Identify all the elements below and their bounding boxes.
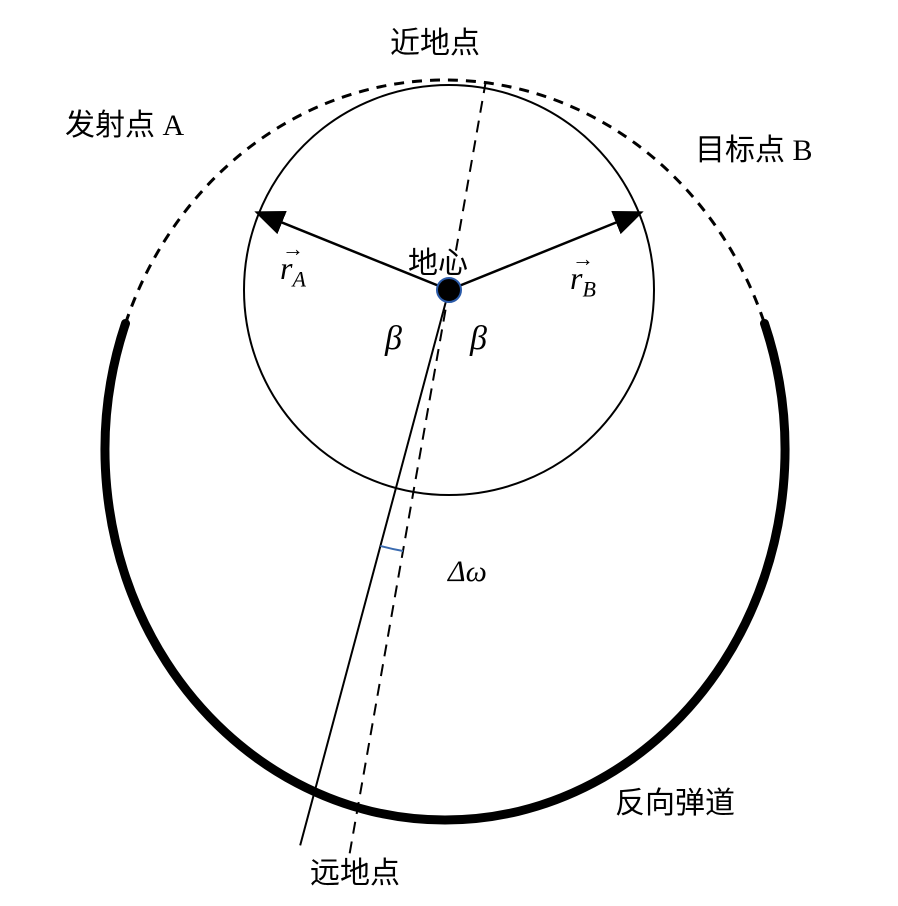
perigee-label: 近地点 bbox=[390, 18, 480, 62]
beta-right-label: β bbox=[470, 320, 487, 358]
apogee-axis-solid bbox=[300, 290, 449, 845]
r-a-vector-label: → rA bbox=[280, 250, 306, 292]
r-b-vector bbox=[449, 213, 639, 290]
delta-omega-arc bbox=[380, 546, 403, 551]
launch-point-label: 发射点 A bbox=[65, 100, 184, 144]
apogee-axis-dashed bbox=[349, 290, 449, 856]
earth-center-label: 地心 bbox=[408, 238, 468, 282]
apogee-label: 远地点 bbox=[310, 848, 400, 892]
delta-omega-label: Δω bbox=[448, 555, 487, 589]
reverse-trajectory-label: 反向弹道 bbox=[615, 778, 735, 822]
reverse-trajectory-arc bbox=[105, 323, 785, 820]
beta-left-label: β bbox=[385, 320, 402, 358]
r-b-vector-label: → rB bbox=[570, 260, 596, 302]
target-point-label: 目标点 B bbox=[695, 125, 813, 169]
